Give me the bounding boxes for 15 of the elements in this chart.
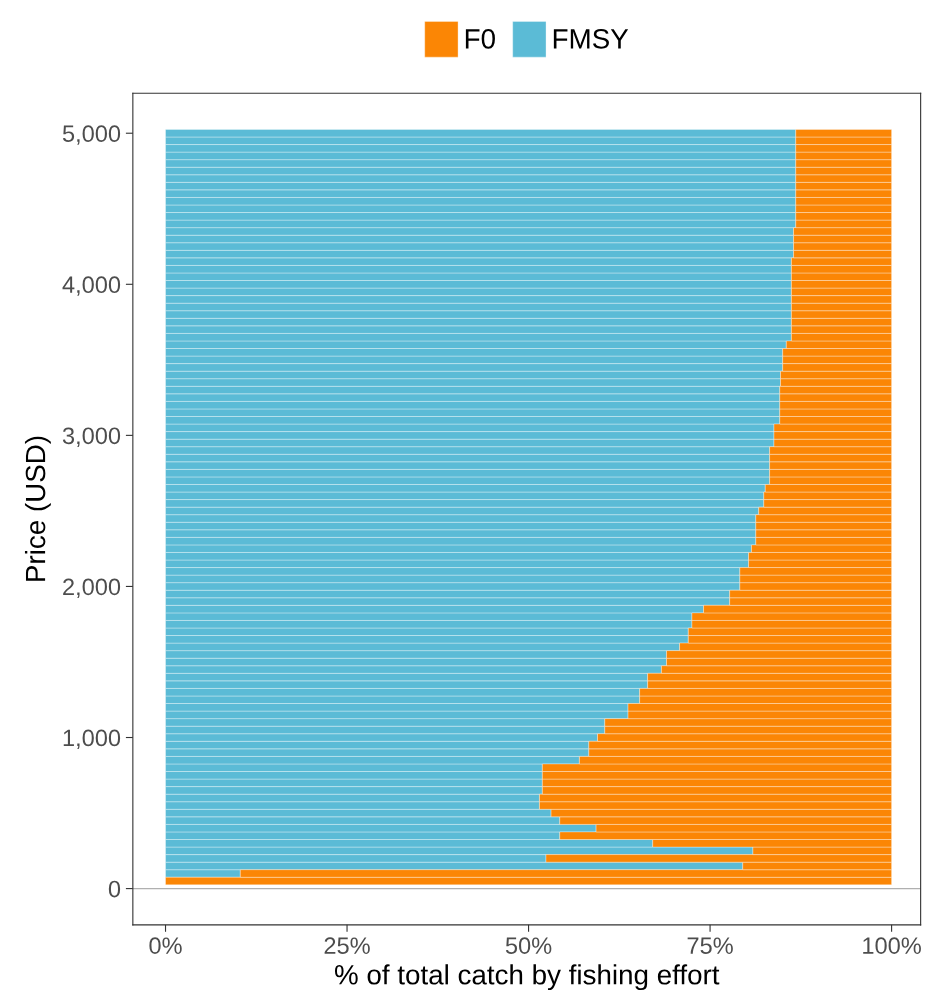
y-tick-label: 0: [108, 880, 121, 898]
x-tick-label: 0%: [149, 937, 182, 954]
x-tick-label: 50%: [505, 937, 552, 954]
legend-label: F0: [465, 28, 495, 49]
y-tick-label: 2,000: [63, 578, 121, 599]
x-tick-label: 75%: [687, 937, 733, 954]
y-axis-title: Price (USD): [24, 436, 51, 581]
x-tick-label: 100%: [863, 937, 921, 954]
x-tick-label: 25%: [324, 937, 370, 954]
y-tick-label: 5,000: [62, 125, 121, 145]
y-tick-label: 1,000: [63, 729, 121, 750]
y-tick-label: 4,000: [62, 276, 121, 296]
x-axis-title: % of total catch by fishing effort: [334, 964, 720, 991]
y-tick-label: 3,000: [62, 427, 121, 447]
legend-label: FMSY: [553, 28, 629, 49]
